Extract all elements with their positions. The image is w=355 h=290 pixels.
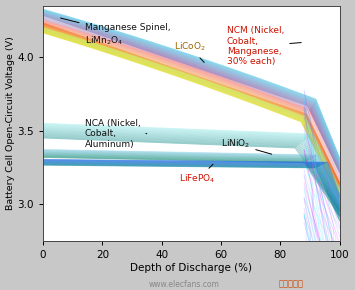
Text: LiFePO$_4$: LiFePO$_4$ xyxy=(179,164,216,186)
Text: 电子发烧友: 电子发烧友 xyxy=(279,280,304,289)
Text: Manganese Spinel,
LiMn$_2$O$_4$: Manganese Spinel, LiMn$_2$O$_4$ xyxy=(60,18,170,46)
Text: LiCoO$_2$: LiCoO$_2$ xyxy=(174,41,206,62)
Text: www.elecfans.com: www.elecfans.com xyxy=(149,280,220,289)
Y-axis label: Battery Cell Open-Circuit Voltage (V): Battery Cell Open-Circuit Voltage (V) xyxy=(6,36,15,210)
Text: NCA (Nickel,
Cobalt,
Aluminum): NCA (Nickel, Cobalt, Aluminum) xyxy=(84,119,147,149)
X-axis label: Depth of Discharge (%): Depth of Discharge (%) xyxy=(130,263,252,273)
Text: LiNiO$_2$: LiNiO$_2$ xyxy=(221,138,272,154)
Text: NCM (Nickel,
Cobalt,
Manganese,
30% each): NCM (Nickel, Cobalt, Manganese, 30% each… xyxy=(227,26,301,66)
